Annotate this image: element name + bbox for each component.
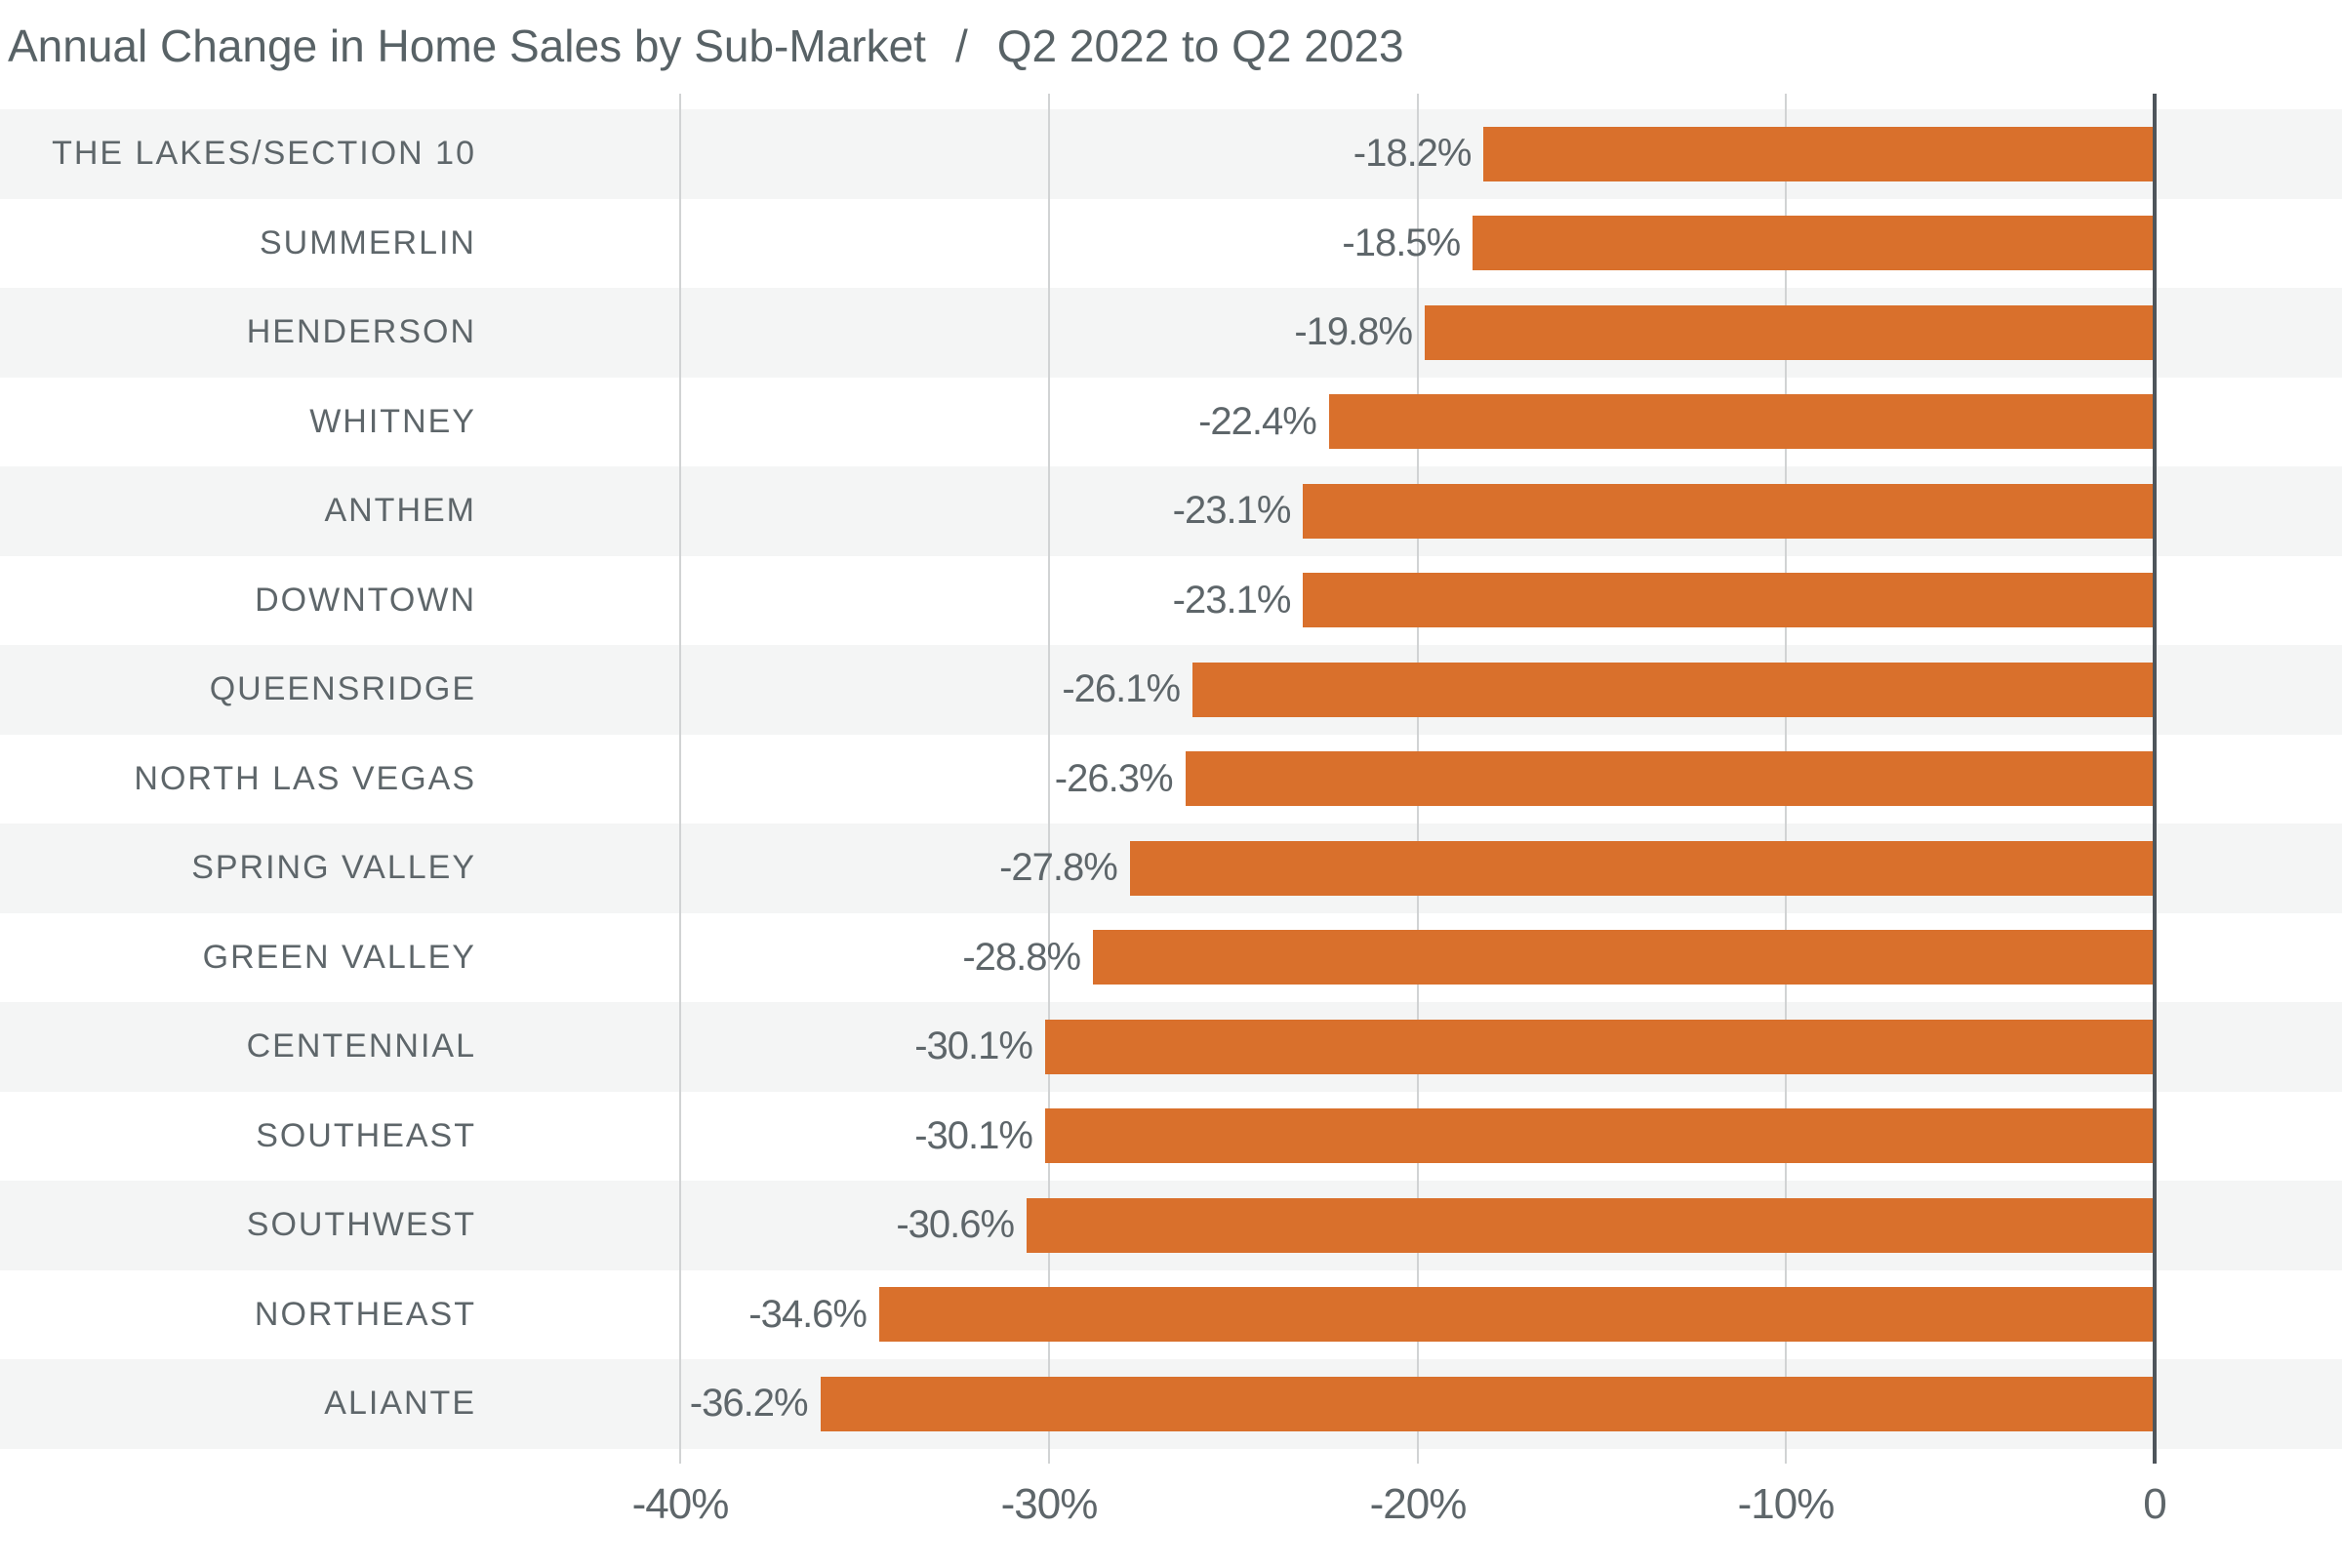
zero-axis-line (2153, 94, 2157, 1464)
bar (1129, 840, 2153, 896)
gridline (1048, 94, 1050, 1464)
value-label: -36.2% (689, 1382, 809, 1425)
bar (1044, 1019, 2153, 1074)
value-label: -26.3% (1054, 756, 1174, 800)
bar (1473, 216, 2153, 271)
category-label: SUMMERLIN (259, 223, 476, 261)
category-label: WHITNEY (309, 402, 476, 440)
bar (1027, 1197, 2153, 1253)
category-label: SOUTHWEST (246, 1206, 476, 1243)
bar (1425, 304, 2153, 360)
bar (1483, 126, 2153, 181)
category-label: CENTENNIAL (246, 1027, 476, 1065)
category-label: THE LAKES/SECTION 10 (52, 135, 476, 172)
value-label: -23.1% (1172, 489, 1292, 532)
value-label: -30.1% (914, 1113, 1033, 1157)
chart-title-main: Annual Change in Home Sales by Sub-Marke… (8, 20, 926, 71)
bar (1303, 573, 2153, 628)
x-tick-label: -40% (631, 1480, 730, 1528)
value-label: -34.6% (748, 1292, 868, 1336)
value-label: -30.6% (896, 1203, 1015, 1246)
x-tick-label: -30% (1000, 1480, 1099, 1528)
category-label: DOWNTOWN (255, 581, 476, 619)
bar (878, 1287, 2153, 1343)
category-label: HENDERSON (246, 313, 476, 350)
gridline (679, 94, 681, 1464)
chart-title-period: Q2 2022 to Q2 2023 (996, 20, 1404, 71)
bar (1303, 483, 2153, 539)
value-label: -30.1% (914, 1025, 1033, 1067)
value-label: -27.8% (999, 846, 1118, 889)
value-label: -22.4% (1198, 399, 1317, 443)
category-label: NORTHEAST (254, 1295, 476, 1333)
bar (1192, 662, 2153, 717)
category-label: SPRING VALLEY (191, 849, 476, 886)
category-label: ANTHEM (324, 492, 476, 529)
bar (820, 1376, 2153, 1431)
bar (1044, 1108, 2153, 1164)
value-label: -18.2% (1353, 132, 1473, 175)
value-label: -23.1% (1172, 578, 1292, 622)
category-label: ALIANTE (324, 1385, 476, 1422)
chart-title: Annual Change in Home Sales by Sub-Marke… (8, 20, 1404, 72)
category-label: SOUTHEAST (256, 1116, 476, 1154)
bar (1328, 394, 2153, 450)
category-label: NORTH LAS VEGAS (134, 759, 476, 797)
value-label: -26.1% (1062, 667, 1181, 710)
value-label: -19.8% (1294, 310, 1413, 353)
value-label: -28.8% (962, 935, 1081, 979)
bar (1185, 751, 2153, 807)
bar (1093, 930, 2153, 985)
x-tick-label: -20% (1369, 1480, 1468, 1528)
category-label: QUEENSRIDGE (209, 670, 476, 707)
x-tick-label: -10% (1737, 1480, 1836, 1528)
value-label: -18.5% (1342, 221, 1461, 264)
x-tick-label: 0 (2143, 1480, 2166, 1528)
chart-title-separator: / (954, 20, 968, 71)
category-label: GREEN VALLEY (202, 938, 476, 976)
